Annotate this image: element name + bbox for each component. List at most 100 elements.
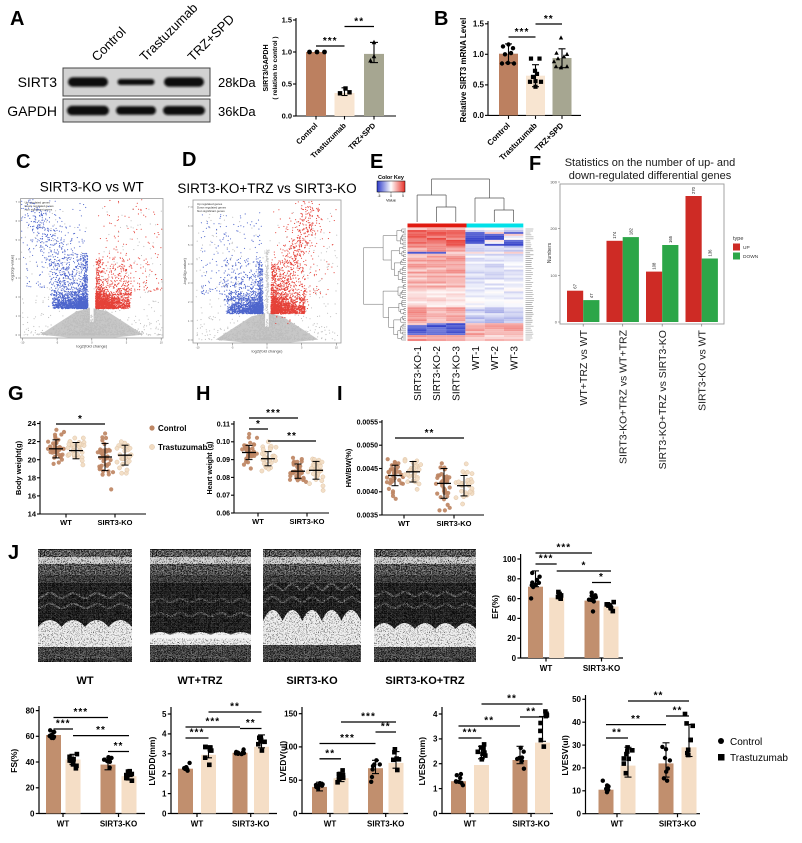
svg-text:LVESV(ul): LVESV(ul) [560,735,570,776]
svg-text:0: 0 [266,346,268,350]
svg-text:*: * [599,572,604,583]
svg-text:HW/BW(%): HW/BW(%) [344,448,353,487]
svg-text:GAPDH: GAPDH [7,103,57,119]
svg-text:0: 0 [390,194,392,198]
svg-text:SIRT3-KO-2: SIRT3-KO-2 [432,346,443,401]
svg-text:Control: Control [158,424,186,433]
svg-text:Body weight(g): Body weight(g) [14,440,23,495]
svg-text:-5: -5 [56,341,59,345]
svg-text:**: ** [526,707,536,718]
svg-text:7: 7 [16,200,18,204]
svg-text:0: 0 [30,809,35,818]
svg-text:100: 100 [503,555,517,564]
svg-text:0: 0 [91,341,93,345]
svg-text:108: 108 [652,262,657,270]
svg-text:Up regulated genes: Up regulated genes [197,202,223,206]
svg-text:WT: WT [57,820,70,829]
svg-text:36kDa: 36kDa [218,104,256,119]
svg-text:***: *** [556,543,571,554]
svg-text:1.0: 1.0 [473,50,485,59]
svg-text:1.5: 1.5 [473,20,485,29]
svg-text:1: 1 [16,314,18,318]
svg-text:-10: -10 [21,341,25,345]
svg-text:I: I [337,383,343,405]
svg-text:**: ** [544,14,554,25]
svg-text:0.5: 0.5 [473,81,485,90]
svg-text:A: A [10,8,24,30]
svg-text:1.5: 1.5 [282,16,292,25]
svg-text:18: 18 [28,473,36,482]
svg-text:7: 7 [188,205,190,209]
svg-text:4: 4 [188,262,190,266]
svg-text:0.0035: 0.0035 [357,512,379,519]
svg-text:**: ** [425,428,435,439]
svg-text:270: 270 [691,186,696,194]
svg-text:0.5: 0.5 [282,80,292,89]
svg-text:2: 2 [162,770,167,779]
svg-text:-log10(p-value): -log10(p-value) [182,257,187,285]
svg-text:4: 4 [162,730,167,739]
svg-text:TRZ+SPD: TRZ+SPD [533,121,565,153]
svg-text:1: 1 [188,319,190,323]
svg-text:SIRT3-KO+TRZ vs WT+TRZ: SIRT3-KO+TRZ vs WT+TRZ [618,329,630,464]
svg-text:SIRT3-KO: SIRT3-KO [232,820,269,829]
svg-text:165: 165 [668,235,673,243]
svg-text:**: ** [612,728,622,739]
svg-text:47: 47 [589,293,594,298]
svg-text:24: 24 [28,419,37,428]
svg-text:SIRT3: SIRT3 [18,74,58,90]
svg-text:DOWN: DOWN [743,254,759,260]
svg-text:1: 1 [433,784,438,793]
svg-text:*: * [78,414,83,425]
svg-text:**: ** [246,718,256,729]
svg-text:SIRT3-KO-3: SIRT3-KO-3 [452,346,463,401]
svg-text:0: 0 [162,809,167,818]
svg-text:WT: WT [611,820,624,829]
svg-text:SIRT3-KO: SIRT3-KO [286,675,338,687]
svg-text:0.0055: 0.0055 [357,419,379,426]
svg-text:14: 14 [28,510,37,519]
svg-text:***: *** [73,707,88,718]
svg-text:20: 20 [26,784,35,793]
svg-text:67: 67 [573,283,578,288]
svg-text:J: J [8,542,19,564]
svg-text:10: 10 [335,346,338,350]
svg-text:***: *** [361,712,376,723]
svg-text:SIRT3-KO: SIRT3-KO [659,820,696,829]
svg-text:0: 0 [16,333,18,337]
svg-text:**: ** [631,714,641,725]
svg-text:E: E [370,151,383,173]
svg-text:**: ** [673,706,683,717]
svg-text:Non significant genes: Non significant genes [197,209,225,213]
svg-text:4: 4 [16,257,18,261]
svg-text:60: 60 [26,732,35,741]
svg-text:Control: Control [294,121,319,146]
svg-text:***: *** [323,36,338,47]
svg-text:type: type [733,236,743,242]
svg-text:SIRT3-KO: SIRT3-KO [436,519,471,528]
svg-text:*: * [581,561,586,572]
svg-text:LVEDV(ul): LVEDV(ul) [278,741,288,782]
svg-text:0.0: 0.0 [473,111,485,120]
svg-text:**: ** [96,725,106,736]
svg-text:**: ** [114,741,124,752]
svg-text:SIRT3-KO: SIRT3-KO [97,518,132,527]
svg-text:-log10(p-value): -log10(p-value) [10,254,15,282]
svg-text:20: 20 [28,455,36,464]
svg-text:log2(fold change): log2(fold change) [252,349,284,354]
svg-text:0: 0 [577,810,582,819]
svg-text:down-regulated differential ge: down-regulated differential genes [569,170,732,182]
svg-text:SIRT3-KO vs WT: SIRT3-KO vs WT [697,329,709,410]
svg-text:( relation to control ): ( relation to control ) [272,36,279,99]
svg-text:80: 80 [507,575,516,584]
svg-text:C: C [16,151,30,173]
svg-text:5: 5 [402,194,404,198]
svg-text:-5: -5 [378,194,381,198]
svg-text:***: *** [266,408,281,419]
svg-text:100: 100 [550,273,557,278]
svg-text:0.0040: 0.0040 [357,489,379,496]
svg-text:LVEDD(mm): LVEDD(mm) [147,737,157,786]
svg-text:WT-2: WT-2 [490,346,501,370]
svg-text:5: 5 [16,238,18,242]
svg-text:0.06: 0.06 [216,510,230,517]
